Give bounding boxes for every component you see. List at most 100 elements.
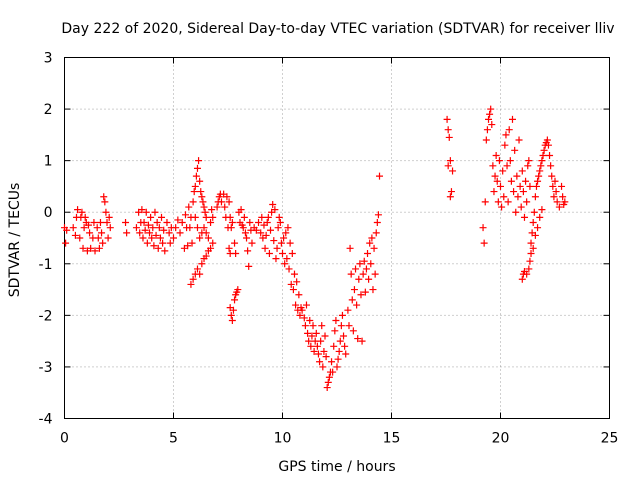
data-point xyxy=(237,206,245,214)
data-point xyxy=(252,226,260,234)
data-point xyxy=(231,239,239,247)
data-point xyxy=(505,126,513,134)
data-point xyxy=(96,219,104,227)
data-point xyxy=(494,198,502,206)
data-point xyxy=(223,193,231,201)
data-point xyxy=(331,327,339,335)
data-point xyxy=(486,110,494,118)
data-point xyxy=(348,296,356,304)
data-point xyxy=(538,157,546,165)
data-point xyxy=(522,177,530,185)
data-point xyxy=(539,151,547,159)
data-point xyxy=(300,314,308,322)
data-point xyxy=(357,291,365,299)
data-point xyxy=(524,162,532,170)
data-point xyxy=(151,208,159,216)
data-point xyxy=(534,177,542,185)
data-point xyxy=(257,229,265,237)
data-point xyxy=(523,270,531,278)
data-point xyxy=(204,234,212,242)
data-point xyxy=(208,206,216,214)
data-point xyxy=(349,327,357,335)
data-point xyxy=(511,146,519,154)
data-point xyxy=(283,255,291,263)
data-point xyxy=(146,229,154,237)
data-point xyxy=(485,115,493,123)
data-point xyxy=(523,198,531,206)
data-point xyxy=(158,213,166,221)
data-point xyxy=(312,329,320,337)
data-point xyxy=(488,121,496,129)
data-point xyxy=(267,226,275,234)
data-point xyxy=(99,239,107,247)
data-point xyxy=(170,234,177,242)
data-point xyxy=(200,203,208,211)
data-point xyxy=(330,342,338,350)
y-tick-label: -3 xyxy=(39,360,53,376)
data-point xyxy=(207,219,215,227)
data-point xyxy=(122,219,130,227)
data-point xyxy=(549,182,557,190)
x-tick-label: 25 xyxy=(601,431,619,447)
data-point xyxy=(178,219,186,227)
data-point xyxy=(264,213,272,221)
data-point xyxy=(240,213,248,221)
data-point xyxy=(229,306,237,314)
data-point xyxy=(561,198,569,206)
data-point xyxy=(193,164,201,172)
data-point xyxy=(140,219,148,227)
data-point xyxy=(358,337,366,345)
data-point xyxy=(154,244,162,252)
data-point xyxy=(444,162,452,170)
data-point xyxy=(525,157,533,165)
data-point xyxy=(532,182,540,190)
x-tick-label: 20 xyxy=(492,431,510,447)
data-point xyxy=(479,224,487,232)
data-point xyxy=(147,213,155,221)
data-point xyxy=(176,229,184,237)
axis-ticks: 0 5 10 15 20 25 -4 -3 -2 -1 0 1 2 3 xyxy=(39,51,619,447)
data-point xyxy=(186,224,194,232)
data-point xyxy=(91,247,99,255)
data-point xyxy=(338,311,346,319)
data-point xyxy=(550,193,558,201)
data-point xyxy=(352,265,360,273)
data-point xyxy=(80,224,88,232)
x-axis-label: GPS time / hours xyxy=(278,459,395,475)
data-point xyxy=(342,350,350,358)
data-point xyxy=(262,231,270,239)
data-point xyxy=(207,244,215,252)
data-point xyxy=(502,131,510,139)
data-point xyxy=(443,115,451,123)
data-point xyxy=(243,234,251,242)
data-point xyxy=(293,278,301,286)
data-point xyxy=(165,229,173,237)
data-point xyxy=(69,224,77,232)
data-point xyxy=(98,229,106,237)
data-point xyxy=(163,219,171,227)
x-tick-label: 0 xyxy=(60,431,69,447)
data-point xyxy=(195,157,203,165)
data-point xyxy=(192,172,200,180)
data-point xyxy=(518,167,526,175)
data-point xyxy=(86,229,94,237)
data-point xyxy=(95,244,103,252)
data-point xyxy=(325,373,333,381)
data-point xyxy=(516,182,524,190)
data-point xyxy=(518,275,526,283)
data-point xyxy=(188,239,196,247)
x-tick-label: 5 xyxy=(169,431,178,447)
data-point xyxy=(344,306,352,314)
data-point xyxy=(281,260,289,268)
data-point xyxy=(334,355,342,363)
data-point xyxy=(263,219,271,227)
data-point xyxy=(373,219,381,227)
data-point xyxy=(444,126,452,134)
data-point xyxy=(537,162,545,170)
data-point xyxy=(333,363,341,371)
data-point xyxy=(515,136,523,144)
data-point xyxy=(87,244,95,252)
data-point xyxy=(551,177,559,185)
data-point xyxy=(153,219,161,227)
